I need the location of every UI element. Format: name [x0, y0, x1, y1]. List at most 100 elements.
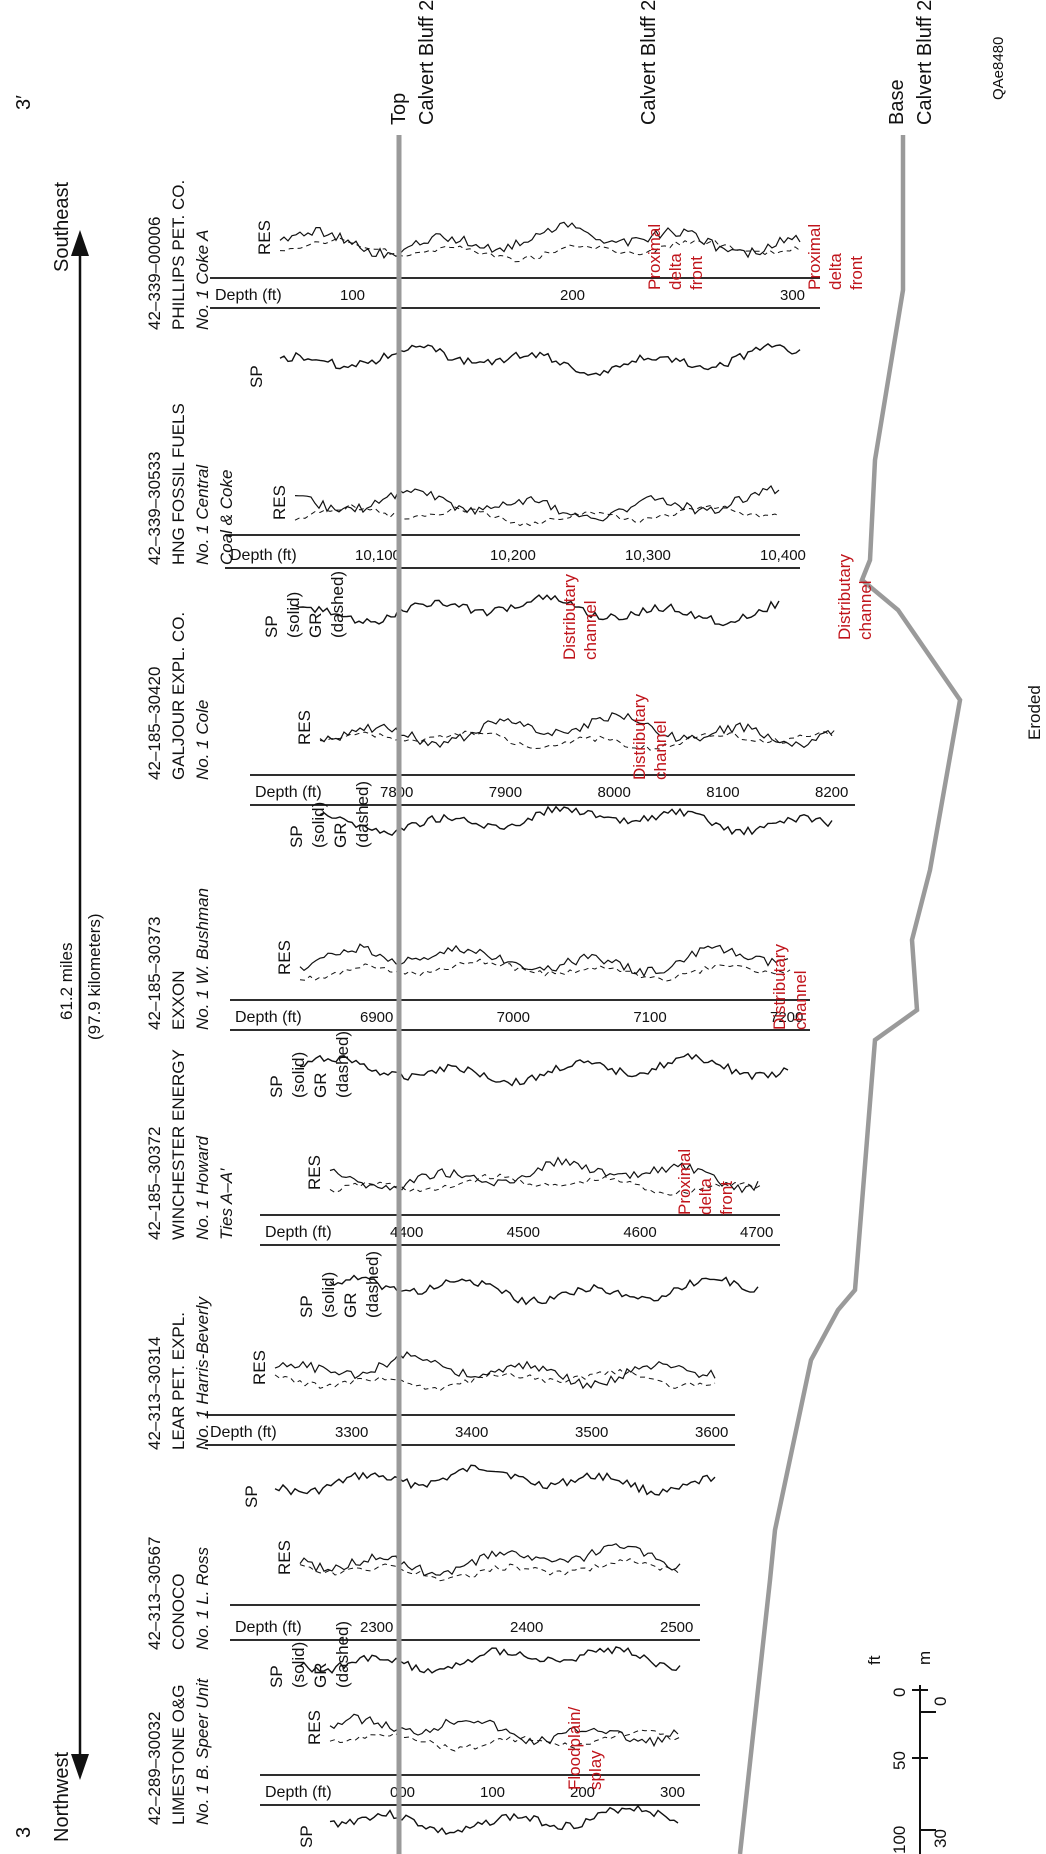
- base-horizon-line: [737, 135, 963, 1854]
- facies-label-line: Proximal: [645, 224, 664, 290]
- well-header: 42–289–30032 LIMESTONE O&G No. 1 B. Speer …: [145, 1677, 212, 1825]
- right-log-label: RES: [250, 1350, 269, 1385]
- depth-tick: 4500: [507, 1224, 540, 1241]
- right-log-label: RES: [255, 220, 274, 255]
- right-log-label: RES: [305, 1155, 324, 1190]
- well-panel: Depth (ft) 4400 4500 4600 4700 SP (solid) GR (da…: [260, 1155, 780, 1318]
- end-right-direction: Southeast: [51, 181, 73, 272]
- left-log-label-line: GR: [306, 613, 325, 639]
- res-curve: [319, 712, 833, 749]
- left-log-label: SP: [242, 1485, 261, 1508]
- well-header-api: 42–185–30372: [145, 1127, 164, 1240]
- log-tracks: Depth (ft) 000 100 200 300 SP RES Depth (ft) 230…: [205, 220, 855, 1848]
- left-log-label: SP: [297, 1825, 316, 1848]
- facies-label-line: front: [847, 256, 866, 290]
- scale-unit-m: m: [915, 1651, 934, 1665]
- facies-label-line: Floodplain/: [565, 1707, 584, 1790]
- depth-tick: 8100: [706, 784, 739, 801]
- left-log-label-line: SP: [247, 365, 266, 388]
- scale-unit-ft: ft: [865, 1655, 884, 1665]
- depth-tick: 10,400: [760, 547, 806, 564]
- well-panel: Depth (ft) 2300 2400 2500 SP (solid) GR (dashed…: [230, 1540, 700, 1688]
- depth-tick: 3300: [335, 1424, 368, 1441]
- facies-label-line: Distributary: [560, 574, 579, 660]
- gr-curve: [294, 503, 781, 527]
- left-log-label-line: GR: [341, 1293, 360, 1319]
- left-log-label-line: (dashed): [363, 1251, 382, 1318]
- svg-text:Base Calvert Bluff 2: Base Calvert Bluff 2: [886, 0, 936, 125]
- facies-label-line: channel: [856, 580, 875, 640]
- distance-km: (97.9 kilometers): [85, 913, 104, 1040]
- gr-curve: [329, 1729, 681, 1752]
- gr-curve: [279, 237, 801, 263]
- depth-tick: 6900: [360, 1009, 393, 1026]
- well-header-api: 42–185–30373: [145, 917, 164, 1030]
- well-header-api: 42–313–30314: [145, 1337, 164, 1450]
- right-log-label: RES: [305, 1710, 324, 1745]
- well-header: 42–185–30372 WINCHESTER ENERGY No. 1 Howar…: [145, 1049, 236, 1240]
- well-panel: Depth (ft) 6900 7000 7100 7200 SP (solid) GR (da…: [230, 940, 810, 1098]
- sp-curve: [329, 1274, 759, 1306]
- res-curve: [274, 1351, 716, 1390]
- left-log-label-line: SP: [297, 1825, 316, 1848]
- horizon-base-name: Calvert Bluff 2: [914, 0, 936, 125]
- left-log-label-line: (dashed): [333, 1621, 352, 1688]
- depth-tick: 2400: [510, 1619, 543, 1636]
- depth-tick: 300: [660, 1784, 685, 1801]
- left-log-label-line: GR: [311, 1663, 330, 1689]
- depth-label: Depth (ft): [230, 547, 297, 564]
- depth-tick: 10,200: [490, 547, 536, 564]
- depth-label: Depth (ft): [215, 287, 282, 304]
- facies-label-line: delta: [666, 253, 685, 290]
- left-log-label-line: SP: [287, 825, 306, 848]
- svg-text:Top Calvert Bluff 2: Top Calvert Bluff 2: [388, 0, 438, 125]
- facies-label-line: channel: [791, 970, 810, 1030]
- depth-tick: 7000: [497, 1009, 530, 1026]
- horizon-top-label: Top: [388, 93, 410, 125]
- orientation-arrow: 3′ Southeast 3 Northwest 61.2 miles (97.…: [13, 95, 104, 1842]
- horizon-lines: [396, 135, 963, 1854]
- facies-label: Proximal delta front: [645, 224, 706, 290]
- depth-tick: 100: [340, 287, 365, 304]
- well-header-operator: HNG FOSSIL FUELS: [169, 403, 188, 565]
- facies-label-line: Distributary: [630, 694, 649, 780]
- depth-tick: 7900: [489, 784, 522, 801]
- well-header-operator: LEAR PET. EXPL.: [169, 1312, 188, 1450]
- well-panel: Depth (ft)78007900800081008200SP(solid)G…: [250, 710, 855, 848]
- well-header-lease: No. 1 Coke A: [193, 230, 212, 330]
- facies-label: Distributary channel: [770, 944, 810, 1030]
- left-log-label-line: SP: [267, 1665, 286, 1688]
- gr-curve: [319, 729, 836, 751]
- depth-tick: 2300: [360, 1619, 393, 1636]
- well-header-lease2: Coal & Coke: [217, 470, 236, 565]
- facies-label-line: channel: [651, 720, 670, 780]
- facies-label-line: channel: [581, 600, 600, 660]
- sp-curve: [279, 343, 801, 377]
- horizon-top-name: Calvert Bluff 2: [416, 0, 438, 125]
- well-header-lease: No. 1 Cole: [193, 700, 212, 780]
- depth-tick: 3500: [575, 1424, 608, 1441]
- scale-bar: ft m 0 50 100 0 30: [865, 1651, 950, 1854]
- res-curve: [299, 1543, 681, 1577]
- well-header-api: 42–313–30567: [145, 1537, 164, 1650]
- sp-curve: [294, 594, 780, 627]
- facies-label: Distributary channel: [630, 694, 670, 780]
- well-header: 42–313–30314 LEAR PET. EXPL. No. 1 Harris-…: [145, 1295, 212, 1450]
- sp-curve: [329, 1804, 679, 1835]
- left-log-label-line: (solid): [289, 1642, 308, 1688]
- well-header-lease: No. 1 B. Speer Unit: [193, 1677, 212, 1825]
- depth-tick: 3600: [695, 1424, 728, 1441]
- well-header-operator: GALJOUR EXPL. CO.: [169, 612, 188, 780]
- depth-tick: 7200: [770, 1009, 803, 1026]
- facies-label-line: delta: [696, 1178, 715, 1215]
- left-log-label: SP (solid) GR (dashed): [267, 1031, 352, 1098]
- well-headers: 42–289–30032 LIMESTONE O&G No. 1 B. Speer …: [145, 180, 236, 1825]
- horizon-captions: Top Calvert Bluff 2 Calvert Bluff 2 Base…: [388, 0, 1007, 125]
- gr-curve: [274, 1368, 716, 1392]
- gr-curve: [299, 958, 791, 982]
- well-header-lease: No. 1 W. Bushman: [193, 888, 212, 1030]
- facies-label-line: front: [687, 256, 706, 290]
- gr-curve: [299, 1558, 681, 1582]
- depth-tick: 3400: [455, 1424, 488, 1441]
